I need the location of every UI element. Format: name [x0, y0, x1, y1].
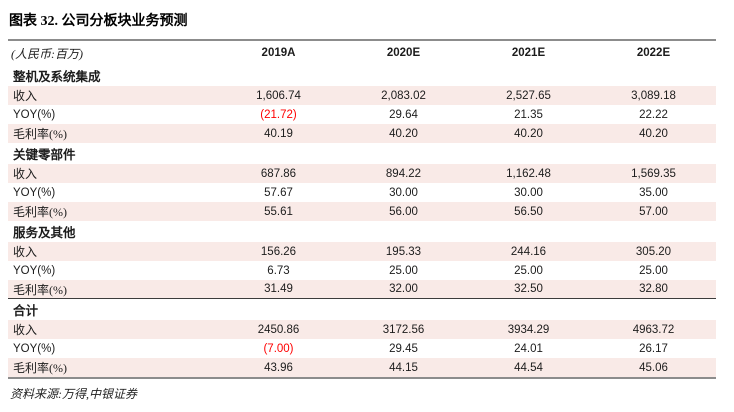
metric-label: YOY(%) — [13, 186, 56, 199]
cell-value: 29.64 — [389, 108, 418, 121]
cell-value: 4963.72 — [632, 323, 675, 336]
cell-value: 57.00 — [639, 205, 668, 218]
cell-value: 35.00 — [639, 186, 668, 199]
metric-label: YOY(%) — [13, 108, 56, 121]
cell-value: 21.35 — [514, 108, 543, 121]
table-row: YOY(%) 6.73 25.00 25.00 25.00 — [8, 261, 716, 280]
title-rule — [8, 39, 716, 41]
cell-value: 26.17 — [639, 342, 668, 355]
cell-value-negative: (7.00) — [263, 342, 294, 355]
cell-value: 3172.56 — [382, 323, 425, 336]
cell-value: 1,606.74 — [256, 89, 301, 102]
cell-value: 44.54 — [514, 361, 543, 374]
section-header-row: 整机及系统集成 — [8, 65, 716, 86]
table-row: YOY(%) (21.72) 29.64 21.35 22.22 — [8, 105, 716, 124]
metric-label: 收入 — [13, 167, 38, 181]
cell-value: 195.33 — [385, 245, 422, 258]
cell-value: 56.00 — [389, 205, 418, 218]
column-header-2022e: 2022E — [636, 47, 671, 59]
section-header-row: 服务及其他 — [8, 221, 716, 242]
column-header-2019a: 2019A — [261, 47, 296, 59]
table-row: 收入 2450.86 3172.56 3934.29 4963.72 — [8, 320, 716, 339]
metric-label: 收入 — [13, 323, 38, 337]
cell-value: 30.00 — [514, 186, 543, 199]
cell-value: 25.00 — [389, 264, 418, 277]
table-row: 毛利率(%) 31.49 32.00 32.50 32.80 — [8, 280, 716, 299]
cell-value: 32.00 — [389, 283, 418, 295]
section-header-row: 关键零部件 — [8, 143, 716, 164]
table-row: 收入 1,606.74 2,083.02 2,527.65 3,089.18 — [8, 86, 716, 105]
metric-label: YOY(%) — [13, 342, 56, 355]
cell-value: 2,527.65 — [506, 89, 551, 102]
cell-value: 31.49 — [264, 283, 293, 295]
bottom-rule — [8, 377, 716, 379]
cell-value: 45.06 — [639, 361, 668, 374]
cell-value: 305.20 — [635, 245, 672, 258]
cell-value: 6.73 — [267, 264, 290, 277]
metric-label: 毛利率(%) — [13, 282, 67, 297]
cell-value: 29.45 — [389, 342, 418, 355]
unit-label: (人民币:百万) — [11, 46, 83, 61]
cell-value: 55.61 — [264, 205, 293, 218]
cell-value: 40.20 — [639, 127, 668, 140]
cell-value: 3934.29 — [507, 323, 550, 336]
cell-value: 40.20 — [389, 127, 418, 140]
column-header-2020e: 2020E — [386, 47, 421, 59]
cell-value: 56.50 — [514, 205, 543, 218]
cell-value: 22.22 — [639, 108, 668, 121]
metric-label: 收入 — [13, 89, 38, 103]
cell-value: 687.86 — [260, 167, 297, 180]
metric-label: 毛利率(%) — [13, 361, 67, 375]
section-title: 关键零部件 — [13, 148, 76, 162]
cell-value: 244.16 — [510, 245, 547, 258]
section-title: 合计 — [13, 304, 39, 318]
table-row: 毛利率(%) 40.19 40.20 40.20 40.20 — [8, 124, 716, 143]
forecast-table: (人民币:百万) 2019A 2020E 2021E 2022E 整机及系统集成… — [8, 41, 716, 377]
section-header-row: 合计 — [8, 299, 716, 320]
cell-value: 1,569.35 — [631, 167, 676, 180]
cell-value: 1,162.48 — [506, 167, 551, 180]
metric-label: 毛利率(%) — [13, 127, 67, 141]
table-row: YOY(%) (7.00) 29.45 24.01 26.17 — [8, 339, 716, 358]
cell-value: 30.00 — [389, 186, 418, 199]
cell-value: 40.20 — [514, 127, 543, 140]
metric-label: YOY(%) — [13, 264, 56, 277]
metric-label: 收入 — [13, 245, 38, 259]
figure-title: 图表 32. 公司分板块业务预测 — [9, 14, 188, 29]
cell-value: 43.96 — [264, 361, 293, 374]
cell-value: 32.80 — [639, 283, 668, 295]
cell-value: 32.50 — [514, 283, 543, 295]
cell-value: 25.00 — [514, 264, 543, 277]
table-row: 毛利率(%) 43.96 44.15 44.54 45.06 — [8, 358, 716, 377]
table-row: 收入 156.26 195.33 244.16 305.20 — [8, 242, 716, 261]
cell-value: 24.01 — [514, 342, 543, 355]
source-note: 资料来源:万得,中银证券 — [10, 387, 137, 401]
table-row: 收入 687.86 894.22 1,162.48 1,569.35 — [8, 164, 716, 183]
cell-value: 894.22 — [385, 167, 422, 180]
metric-label: 毛利率(%) — [13, 205, 67, 219]
table-row: YOY(%) 57.67 30.00 30.00 35.00 — [8, 183, 716, 202]
section-title: 服务及其他 — [13, 226, 76, 240]
cell-value: 3,089.18 — [631, 89, 676, 102]
cell-value: 57.67 — [264, 186, 293, 199]
cell-value: 44.15 — [389, 361, 418, 374]
cell-value: 156.26 — [260, 245, 297, 258]
table-header-row: (人民币:百万) 2019A 2020E 2021E 2022E — [8, 41, 716, 65]
column-header-2021e: 2021E — [511, 47, 546, 59]
cell-value: 40.19 — [264, 127, 293, 140]
section-title: 整机及系统集成 — [13, 70, 101, 84]
cell-value: 25.00 — [639, 264, 668, 277]
table-row: 毛利率(%) 55.61 56.00 56.50 57.00 — [8, 202, 716, 221]
cell-value: 2,083.02 — [381, 89, 426, 102]
cell-value: 2450.86 — [257, 323, 300, 336]
cell-value-negative: (21.72) — [260, 108, 297, 121]
